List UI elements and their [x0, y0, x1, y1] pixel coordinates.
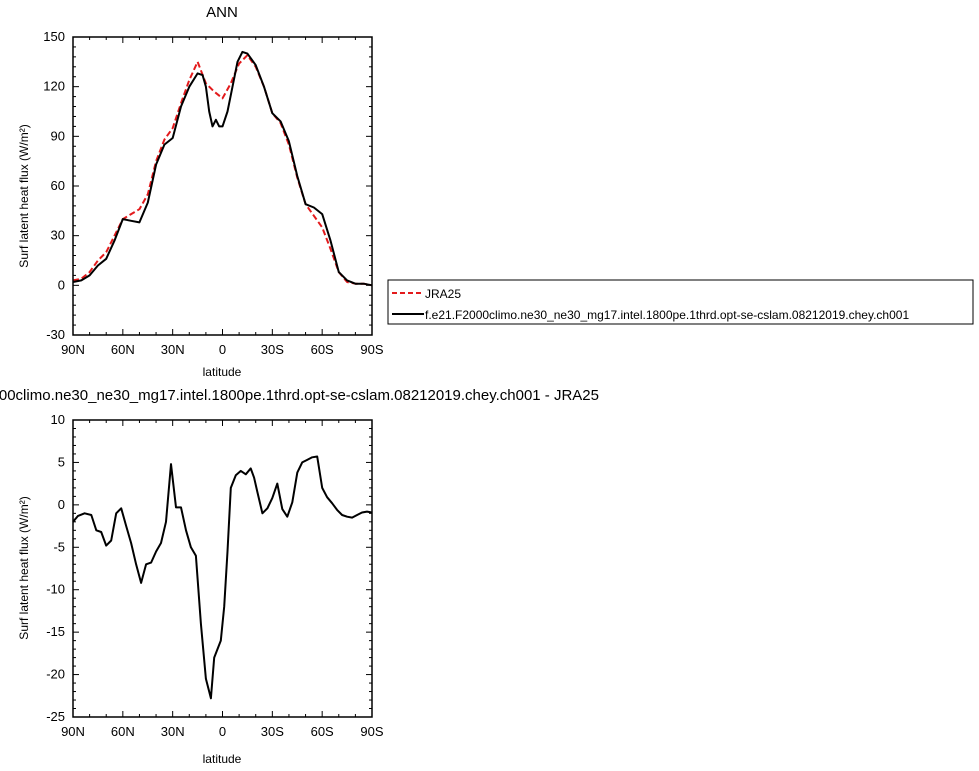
bottom-x-tick-label: 90N: [61, 724, 85, 739]
top-x-tick-label: 90N: [61, 342, 85, 357]
top-y-tick-label: 150: [43, 29, 65, 44]
bottom-series-line-difference: [72, 455, 373, 700]
top-series-line-jra25: [72, 54, 373, 287]
bottom-x-tick-label: 60S: [311, 724, 334, 739]
bottom-x-tick-label: 30S: [261, 724, 284, 739]
legend-box: [387, 279, 974, 325]
top-y-tick-label: 30: [51, 228, 65, 243]
top-y-tick-label: 90: [51, 128, 65, 143]
bottom-y-tick-label: -25: [46, 709, 65, 724]
top-x-tick-label: 60S: [311, 342, 334, 357]
bottom-y-axis-label: Surf latent heat flux (W/m²): [17, 496, 31, 639]
top-x-tick-label: 30S: [261, 342, 284, 357]
bottom-y-tick-label: -10: [46, 582, 65, 597]
bottom-plot: f.e21.F2000climo.ne30_ne30_mg17.intel.18…: [0, 387, 599, 766]
top-y-tick-label: -30: [46, 327, 65, 342]
top-x-tick-label: 30N: [161, 342, 185, 357]
bottom-axes: 90N 60N 30N 0 30S 60S 90S -25 -20 -15 -10 -5 0 5 10: [46, 412, 384, 739]
bottom-x-axis-label: latitude: [203, 752, 242, 766]
top-plot: ANN 90N 60N 30N 0 30S 60S 90S-300306090120150 …: [17, 4, 384, 379]
bottom-x-tick-label: 30N: [161, 724, 185, 739]
legend: JRA25 f.e21.F2000climo.ne30_ne30_mg17.in…: [387, 279, 974, 325]
top-x-axis-label: latitude: [203, 365, 242, 379]
bottom-y-tick-label: -15: [46, 624, 65, 639]
bottom-y-tick-label: 10: [51, 412, 65, 427]
bottom-x-tick-label: 0: [219, 724, 226, 739]
top-plot-frame: [72, 36, 373, 336]
bottom-y-tick-label: -5: [53, 539, 65, 554]
top-plot-title: ANN: [206, 4, 238, 21]
top-x-tick-label: 0: [219, 342, 226, 357]
bottom-x-tick-label: 60N: [111, 724, 135, 739]
top-axes: 90N 60N 30N 0 30S 60S 90S -30 0 30 60 90 120 150: [43, 29, 384, 357]
top-series-line-f-e21-f2000climo-ne30-ne: [72, 50, 373, 287]
legend-item-model: f.e21.F2000climo.ne30_ne30_mg17.intel.18…: [425, 308, 909, 322]
top-x-tick-label: 60N: [111, 342, 135, 357]
top-y-tick-label: 0: [58, 277, 65, 292]
bottom-series-group: [72, 455, 373, 700]
top-y-axis-label: Surf latent heat flux (W/m²): [17, 124, 31, 267]
bottom-plot-frame: [72, 419, 373, 718]
top-series-group: [72, 50, 373, 287]
top-x-tick-label: 90S: [360, 342, 383, 357]
top-y-tick-label: 120: [43, 79, 65, 94]
bottom-y-tick-label: 0: [58, 497, 65, 512]
bottom-y-tick-label: -20: [46, 667, 65, 682]
bottom-x-tick-label: 90S: [360, 724, 383, 739]
legend-item-jra25: JRA25: [425, 287, 461, 301]
bottom-plot-title: f.e21.F2000climo.ne30_ne30_mg17.intel.18…: [0, 387, 599, 404]
top-y-tick-label: 60: [51, 178, 65, 193]
bottom-y-tick-label: 5: [58, 454, 65, 469]
